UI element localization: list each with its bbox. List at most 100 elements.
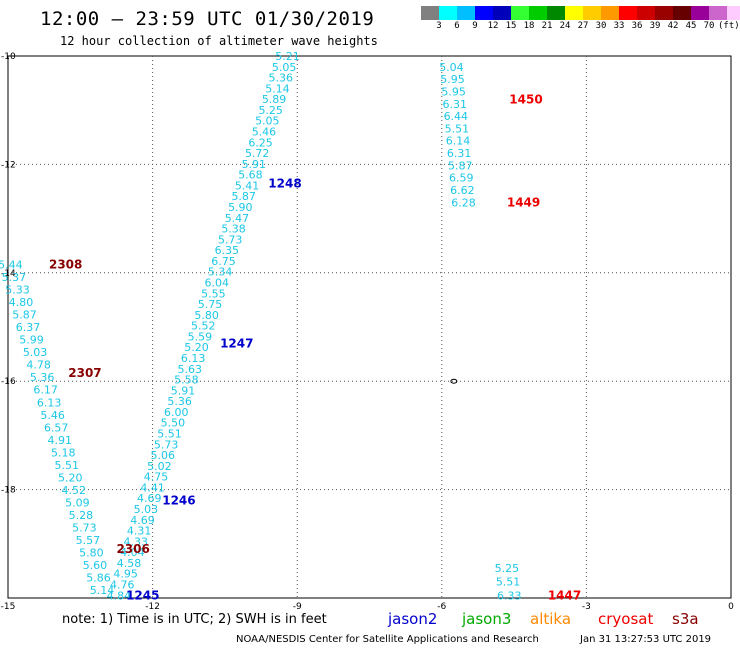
legend-swatch (457, 6, 475, 20)
legend-label: 30 (595, 21, 607, 31)
wave-height-label: 6.28 (451, 196, 476, 209)
wave-height-label: 5.60 (83, 559, 108, 572)
wave-height-label: 5.89 (262, 93, 287, 106)
wave-height-label: 5.37 (2, 271, 27, 284)
wave-height-label: 6.00 (164, 406, 189, 419)
legend-swatch (547, 6, 565, 20)
wave-height-label: 5.59 (188, 330, 213, 343)
x-tick-label: -15 (1, 602, 16, 612)
y-tick-label: -12 (1, 160, 16, 170)
legend-label: 18 (523, 21, 535, 31)
legend-swatch (637, 6, 655, 20)
pass-time-label: 1245 (126, 588, 159, 602)
pass-time-label: 2306 (116, 542, 149, 556)
wave-height-label: 6.17 (33, 384, 58, 397)
legend-swatch (691, 6, 709, 20)
wave-height-label: 4.95 (113, 568, 138, 581)
wave-height-label: 5.73 (72, 521, 97, 534)
wave-height-label: 5.95 (440, 73, 465, 86)
wave-height-label: 5.51 (55, 459, 80, 472)
wave-height-label: 5.36 (167, 395, 192, 408)
wave-height-label: 5.55 (201, 287, 226, 300)
wave-height-label: 5.33 (5, 284, 30, 297)
wave-height-label: 5.20 (58, 471, 83, 484)
credit-line: NOAA/NESDIS Center for Satellite Applica… (236, 634, 539, 645)
legend-label: 6 (454, 21, 460, 31)
wave-height-label: 4.78 (26, 359, 51, 372)
wave-height-label: 5.91 (242, 158, 267, 171)
wave-height-label: 5.80 (194, 309, 219, 322)
wave-height-label: 5.36 (269, 72, 294, 85)
wave-height-label: 5.34 (208, 266, 233, 279)
y-tick-label: -18 (1, 486, 16, 496)
wave-height-label: 5.18 (51, 446, 76, 459)
wave-height-label: 5.58 (174, 374, 199, 387)
legend-label: 24 (559, 21, 571, 31)
wave-height-label: 5.46 (252, 126, 277, 139)
wave-height-label: 4.76 (110, 579, 135, 592)
wave-height-label: 6.44 (444, 110, 469, 123)
legend-label: 39 (649, 21, 661, 31)
wave-height-label: 6.04 (204, 277, 229, 290)
wave-height-label: 5.02 (147, 460, 172, 473)
wave-height-label: 5.51 (157, 428, 182, 441)
wave-height-label: 6.14 (446, 135, 471, 148)
wave-height-label: 5.06 (150, 449, 175, 462)
wave-height-label: 4.52 (62, 484, 87, 497)
pass-time-label: 2307 (68, 366, 101, 380)
wave-height-label: 4.75 (144, 471, 169, 484)
wave-height-label: 6.57 (44, 421, 69, 434)
legend-label: 45 (685, 21, 697, 31)
wave-height-label: 4.91 (47, 434, 72, 447)
wave-height-label: 5.95 (441, 85, 466, 98)
wave-height-label: 5.51 (445, 122, 470, 135)
legend-label: 42 (667, 21, 679, 31)
wave-height-label: 5.38 (221, 223, 246, 236)
wave-height-label: 5.80 (79, 546, 104, 559)
legend-swatch (493, 6, 511, 20)
wave-height-label: 5.86 (86, 571, 111, 584)
satellite-name: jason2 (388, 610, 438, 628)
legend-swatch (421, 6, 439, 20)
wave-height-label: 4.41 (140, 481, 165, 494)
pass-time-label: 1248 (268, 176, 301, 190)
legend-label: 27 (577, 21, 589, 31)
wave-height-label: 5.46 (40, 409, 65, 422)
satellite-name: cryosat (598, 610, 654, 628)
wave-height-label: 5.52 (191, 320, 216, 333)
plot-frame (7, 55, 732, 599)
pass-time-label: 1450 (509, 92, 542, 106)
wave-height-label: 4.84 (107, 589, 132, 602)
satellite-name: s3a (672, 610, 699, 628)
wave-height-label: 5.44 (0, 259, 23, 272)
wave-height-label: 5.20 (184, 341, 209, 354)
legend-swatch (529, 6, 547, 20)
legend-swatch (565, 6, 583, 20)
y-tick-label: -16 (1, 377, 16, 387)
wave-height-label: 6.31 (442, 98, 467, 111)
wave-height-label: 5.73 (218, 233, 243, 246)
island-shape (450, 378, 458, 384)
legend-swatch (475, 6, 493, 20)
wave-height-label: 4.69 (137, 492, 162, 505)
wave-height-label: 4.69 (130, 514, 155, 527)
legend-swatch (709, 6, 727, 20)
x-tick-label: 0 (728, 602, 734, 612)
pass-time-label: 1247 (220, 336, 253, 350)
wave-height-label: 5.72 (245, 147, 270, 160)
wave-height-label: 5.25 (258, 104, 283, 117)
wave-height-label: 5.47 (225, 212, 250, 225)
wave-height-label: 4.04 (120, 546, 145, 559)
wave-height-label: 6.37 (16, 321, 41, 334)
wave-height-label: 5.68 (238, 169, 263, 182)
legend-label: 3 (436, 21, 442, 31)
legend-swatch (655, 6, 673, 20)
legend-label: 15 (505, 21, 517, 31)
generation-timestamp: Jan 31 13:27:53 UTC 2019 (580, 634, 712, 645)
legend-label: 70 (703, 21, 715, 31)
wave-height-label: 5.05 (255, 115, 280, 128)
wave-height-label: 5.51 (496, 576, 521, 589)
wave-height-label: 5.87 (12, 309, 37, 322)
wave-height-label: 5.87 (231, 190, 256, 203)
